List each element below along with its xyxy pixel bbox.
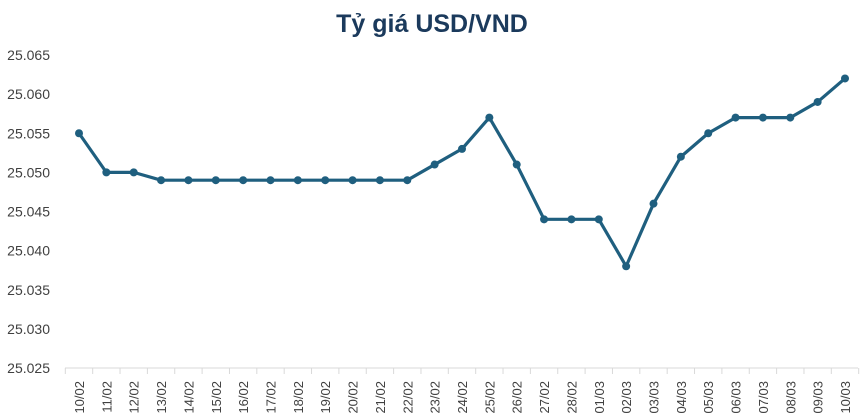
data-point	[731, 113, 740, 122]
x-tick-label: 12/02	[127, 381, 142, 414]
x-tick-label: 14/02	[181, 381, 196, 414]
data-point	[485, 113, 494, 122]
x-tick-label: 22/02	[400, 381, 415, 414]
x-tick-label: 08/03	[783, 381, 798, 414]
data-point	[704, 129, 713, 138]
data-point	[786, 113, 795, 122]
x-tick-label: 17/02	[264, 381, 279, 414]
data-point	[567, 215, 576, 224]
data-point	[184, 176, 193, 185]
x-tick-label: 21/02	[373, 381, 388, 414]
x-tick-label: 18/02	[291, 381, 306, 414]
data-point	[649, 199, 658, 208]
data-point	[403, 176, 412, 185]
x-tick-label: 13/02	[154, 381, 169, 414]
data-point	[266, 176, 275, 185]
x-tick-label: 23/02	[428, 381, 443, 414]
x-axis: 10/02 11/02 12/02 13/02 14/02 15/02 16/02 17/02…	[64, 367, 860, 414]
y-tick-label: 25.050	[7, 164, 50, 180]
x-tick-label: 25/02	[482, 381, 497, 414]
data-point	[622, 262, 631, 271]
data-point	[458, 144, 466, 153]
x-tick-label: 11/02	[99, 381, 114, 413]
y-tick-label: 25.055	[7, 125, 50, 141]
data-point	[430, 160, 439, 169]
x-tick-label: 27/02	[537, 381, 552, 414]
x-tick-label: 03/03	[647, 381, 662, 414]
y-tick-label: 25.065	[7, 47, 50, 63]
data-point	[348, 176, 357, 185]
data-point	[512, 160, 521, 169]
data-point	[758, 113, 767, 122]
data-point	[293, 176, 302, 185]
y-tick-label: 25.035	[7, 282, 50, 298]
x-tick-label: 28/02	[564, 381, 579, 414]
x-tick-label: 01/03	[592, 381, 607, 414]
x-tick-label: 16/02	[236, 381, 251, 414]
chart-title: Tỷ giá USD/VND	[336, 10, 528, 38]
data-point	[157, 176, 166, 185]
data-point	[321, 176, 330, 185]
data-point	[102, 168, 111, 177]
data-point	[540, 215, 549, 224]
x-tick-label: 15/02	[209, 381, 224, 414]
x-tick-label: 06/03	[729, 381, 744, 414]
data-point	[375, 176, 384, 185]
y-tick-label: 25.040	[7, 243, 50, 259]
data-point	[594, 215, 603, 224]
data-point	[239, 176, 248, 185]
data-point	[841, 74, 849, 83]
x-tick-label: 19/02	[318, 381, 333, 414]
x-tick-label: 07/03	[756, 381, 771, 414]
y-tick-label: 25.030	[7, 321, 50, 337]
x-tick-label: 02/03	[619, 381, 634, 414]
data-point	[211, 176, 220, 185]
y-tick-label: 25.025	[7, 360, 50, 376]
x-tick-label: 10/03	[838, 381, 853, 414]
y-axis: 25.025 25.030 25.035 25.040 25.045 25.050 25.0…	[7, 47, 50, 376]
x-tick-label: 10/02	[72, 381, 87, 414]
series-line	[77, 76, 847, 268]
data-point	[813, 97, 822, 106]
y-tick-label: 25.045	[7, 204, 50, 220]
y-tick-label: 25.060	[7, 86, 50, 102]
data-point	[75, 129, 83, 138]
data-point	[676, 152, 685, 161]
x-tick-label: 20/02	[346, 381, 361, 414]
x-tick-label: 05/03	[701, 381, 716, 414]
data-point	[129, 168, 138, 177]
plot-area	[75, 74, 849, 271]
x-tick-label: 04/03	[674, 381, 689, 414]
x-tick-label: 09/03	[811, 381, 826, 414]
x-tick-label: 24/02	[455, 381, 470, 414]
x-tick-label: 26/02	[510, 381, 525, 414]
